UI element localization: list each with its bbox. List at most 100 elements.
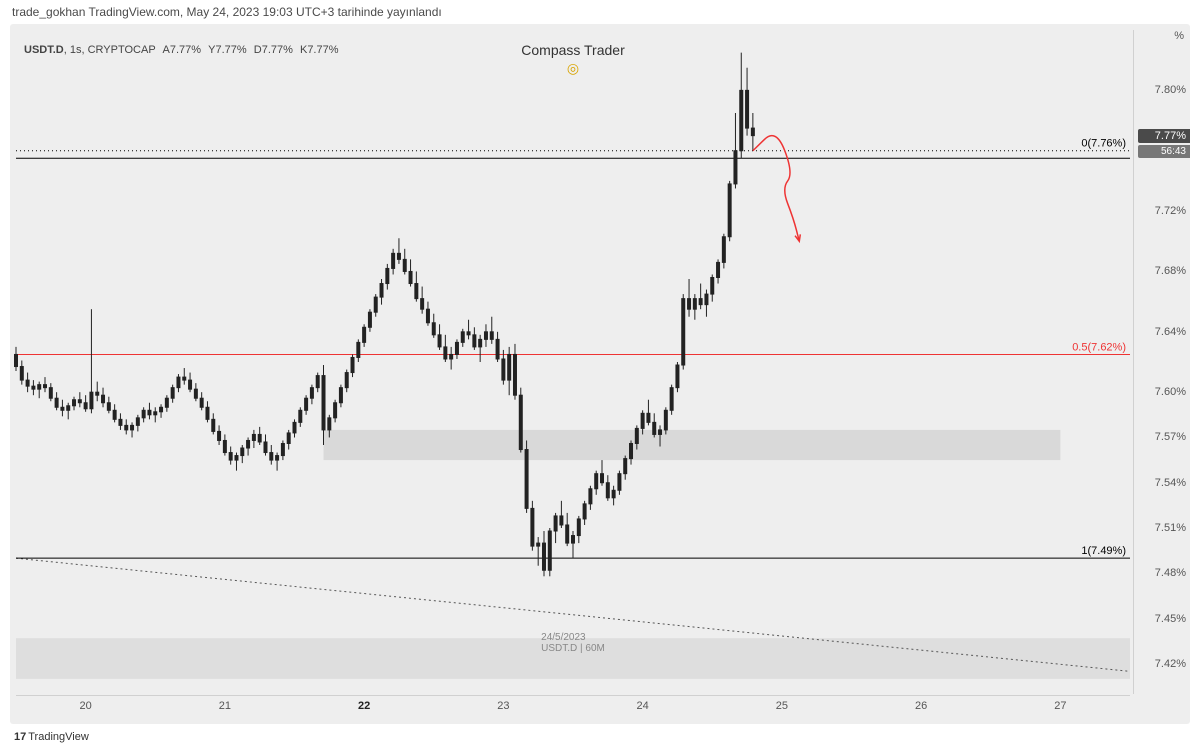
candle-body xyxy=(612,490,615,498)
candle-body xyxy=(461,332,464,343)
candle-body xyxy=(566,525,569,543)
y-tick: 7.57% xyxy=(1155,431,1186,443)
candle-body xyxy=(107,403,110,411)
y-tick: 7.54% xyxy=(1155,477,1186,489)
x-tick: 25 xyxy=(776,700,788,712)
candle-body xyxy=(368,312,371,327)
candle-body xyxy=(664,410,667,430)
candle-body xyxy=(281,443,284,455)
candle-body xyxy=(44,385,47,388)
candle-body xyxy=(345,373,348,388)
candle-body xyxy=(537,543,540,546)
fib-label: 0.5(7.62%) xyxy=(1072,341,1126,353)
candle-body xyxy=(630,443,633,458)
candle-body xyxy=(525,450,528,509)
candle-body xyxy=(49,388,52,399)
candle-body xyxy=(595,474,598,489)
candle-body xyxy=(542,543,545,570)
tv-logo-text: TradingView xyxy=(28,731,89,743)
candle-body xyxy=(171,388,174,399)
candle-body xyxy=(688,299,691,310)
candle-body xyxy=(728,184,731,237)
y-tick: 7.64% xyxy=(1155,326,1186,338)
x-tick: 21 xyxy=(219,700,231,712)
x-axis[interactable]: 2021222324252627 xyxy=(16,695,1130,724)
y-tick: 7.51% xyxy=(1155,522,1186,534)
candle-body xyxy=(438,335,441,347)
candle-body xyxy=(177,377,180,388)
x-tick: 26 xyxy=(915,700,927,712)
y-tick: 7.60% xyxy=(1155,386,1186,398)
candle-body xyxy=(531,508,534,546)
candle-body xyxy=(247,440,250,448)
drawn-arrow[interactable] xyxy=(753,136,799,242)
candle-body xyxy=(508,354,511,380)
candle-body xyxy=(496,339,499,359)
candle-body xyxy=(310,388,313,399)
candle-body xyxy=(32,386,35,389)
candle-body xyxy=(699,299,702,305)
candle-body xyxy=(693,299,696,310)
candle-body xyxy=(647,413,650,422)
candle-body xyxy=(589,489,592,504)
candle-body xyxy=(218,431,221,440)
x-tick: 20 xyxy=(80,700,92,712)
candle-body xyxy=(618,474,621,491)
y-tick: 7.72% xyxy=(1155,205,1186,217)
candle-body xyxy=(403,259,406,271)
candle-body xyxy=(659,430,662,435)
candle-body xyxy=(160,407,163,412)
candle-body xyxy=(670,388,673,411)
candle-body xyxy=(432,323,435,335)
candle-body xyxy=(102,395,105,403)
y-axis[interactable]: % 7.80%7.72%7.68%7.64%7.60%7.57%7.54%7.5… xyxy=(1133,30,1190,694)
candle-body xyxy=(519,395,522,449)
candle-body xyxy=(415,284,418,299)
candle-body xyxy=(125,425,128,430)
candle-body xyxy=(293,422,296,433)
price-zone xyxy=(324,430,1061,460)
candle-body xyxy=(334,403,337,418)
candle-body xyxy=(717,262,720,277)
candle-body xyxy=(560,516,563,525)
candle-body xyxy=(740,90,743,150)
candle-body xyxy=(183,377,186,380)
y-tick: 7.45% xyxy=(1155,613,1186,625)
publish-caption: trade_gokhan TradingView.com, May 24, 20… xyxy=(12,5,442,19)
candle-body xyxy=(15,354,18,366)
candle-body xyxy=(426,309,429,323)
fib-label: 1(7.49%) xyxy=(1081,545,1126,557)
candle-body xyxy=(136,418,139,426)
tradingview-watermark: 17TradingView xyxy=(14,731,89,743)
last-price-flag: 7.77% xyxy=(1138,129,1190,143)
candle-body xyxy=(601,474,604,483)
candle-body xyxy=(206,407,209,419)
candle-body xyxy=(484,332,487,340)
x-tick: 22 xyxy=(358,700,370,712)
candle-body xyxy=(287,433,290,444)
y-tick: 7.48% xyxy=(1155,567,1186,579)
fib-label: 0(7.76%) xyxy=(1081,138,1126,150)
candle-body xyxy=(194,389,197,398)
countdown-flag: 56:43 xyxy=(1138,145,1190,158)
candle-body xyxy=(258,434,261,442)
y-axis-title: % xyxy=(1174,30,1184,42)
candle-body xyxy=(473,335,476,347)
candle-body xyxy=(467,332,470,335)
candle-body xyxy=(444,347,447,359)
candle-body xyxy=(154,412,157,415)
candle-body xyxy=(96,392,99,395)
candle-body xyxy=(386,268,389,283)
chart-info-pill: 24/5/2023USDT.D | 60M xyxy=(541,632,605,654)
x-tick: 27 xyxy=(1054,700,1066,712)
x-tick: 23 xyxy=(497,700,509,712)
chart-plot-area[interactable]: USDT.D, 1s, CRYPTOCAP A7.77% Y7.77% D7.7… xyxy=(16,30,1130,694)
candle-body xyxy=(20,367,23,381)
candle-body xyxy=(583,504,586,519)
candle-body xyxy=(554,516,557,531)
tv-logo-icon: 17 xyxy=(14,731,26,743)
candle-body xyxy=(572,536,575,544)
candle-body xyxy=(189,380,192,389)
candle-body xyxy=(455,342,458,354)
y-tick: 7.68% xyxy=(1155,265,1186,277)
